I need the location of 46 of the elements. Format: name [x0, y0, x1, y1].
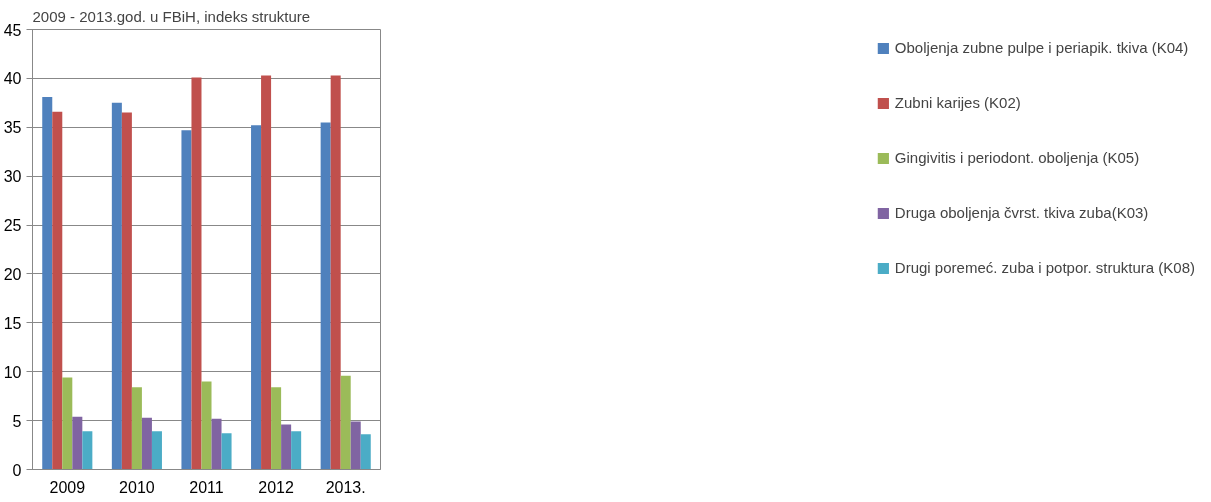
bar	[350, 421, 361, 470]
x-tick-label: 2010	[119, 478, 155, 496]
y-tick-label: 30	[3, 168, 22, 186]
bar	[191, 77, 202, 470]
y-tick-label: 40	[3, 70, 22, 88]
y-tick-label: 35	[3, 119, 22, 137]
legend-label: Oboljenja zubne pulpe i periapik. tkiva (K04)	[894, 39, 1189, 56]
chart-title: 2009 - 2013.god. u FBiH, indeks strukture	[32, 7, 311, 25]
bar	[131, 387, 142, 470]
y-tick-label: 0	[12, 461, 22, 479]
bar	[72, 416, 83, 470]
bar	[261, 75, 272, 470]
bar	[181, 130, 192, 470]
bar	[211, 418, 222, 470]
y-tick-label: 5	[12, 412, 22, 430]
bar	[201, 381, 212, 470]
bar	[320, 122, 331, 470]
bar	[121, 112, 132, 470]
bar	[291, 431, 302, 470]
bar	[360, 434, 371, 470]
bar	[151, 431, 162, 470]
bar	[281, 424, 292, 470]
bar	[111, 102, 122, 470]
y-tick-label: 20	[3, 265, 22, 283]
bar	[330, 75, 341, 470]
x-tick-label: 2011	[189, 478, 224, 496]
x-tick-label: 2012	[258, 478, 294, 496]
bar	[271, 387, 282, 470]
y-tick-label: 15	[3, 314, 22, 332]
x-tick-label: 2013.	[325, 478, 366, 496]
y-tick-label: 10	[3, 363, 22, 381]
bar	[62, 377, 73, 470]
bar	[52, 111, 63, 470]
bar	[141, 417, 152, 470]
legend-label: Druga oboljenja čvrst. tkiva zuba(K03)	[894, 204, 1149, 221]
legend-label: Drugi poremeć. zuba i potpor. struktura (K08)	[894, 259, 1195, 276]
bar	[251, 125, 262, 470]
bar	[42, 96, 53, 470]
y-tick-label: 45	[3, 21, 22, 39]
y-tick-label: 25	[3, 217, 22, 235]
bar	[221, 433, 232, 470]
legend-label: Gingivitis i periodont. oboljenja (K05)	[894, 149, 1140, 166]
legend-label: Zubni karijes (K02)	[894, 94, 1021, 111]
bar	[340, 375, 351, 470]
bar	[82, 431, 93, 470]
x-tick-label: 2009	[49, 478, 86, 496]
